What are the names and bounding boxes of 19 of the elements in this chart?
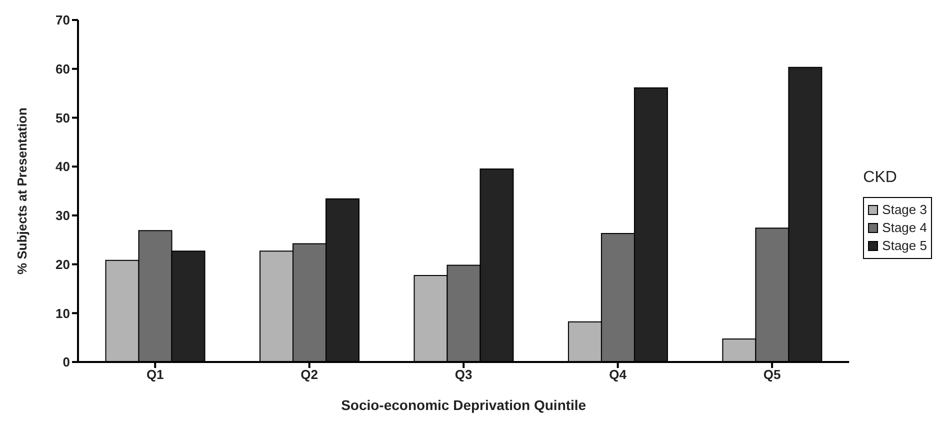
x-tick-label: Q1 <box>146 367 164 382</box>
y-tick-label: 60 <box>56 61 70 76</box>
y-tick-label: 70 <box>56 12 70 28</box>
y-tick-label: 0 <box>62 354 70 370</box>
x-tick-label: Q5 <box>763 367 781 382</box>
x-tick-label: Q2 <box>300 367 318 382</box>
legend-label: Stage 4 <box>882 219 927 237</box>
y-tick-label: 10 <box>56 306 70 321</box>
y-tick-label: 20 <box>56 256 70 272</box>
x-axis-title: Socio-economic Deprivation Quintile <box>341 397 586 413</box>
y-tick-label: 40 <box>56 159 70 174</box>
y-axis-title: % Subjects at Presentation <box>14 108 30 274</box>
x-tick-label: Q4 <box>609 367 628 382</box>
y-tick-label: 50 <box>56 110 70 126</box>
x-tick-label: Q3 <box>454 367 472 382</box>
legend-title: CKD <box>863 169 898 187</box>
legend-label: Stage 3 <box>882 201 927 219</box>
y-tick-label: 30 <box>56 208 70 224</box>
legend-label: Stage 5 <box>882 237 927 255</box>
